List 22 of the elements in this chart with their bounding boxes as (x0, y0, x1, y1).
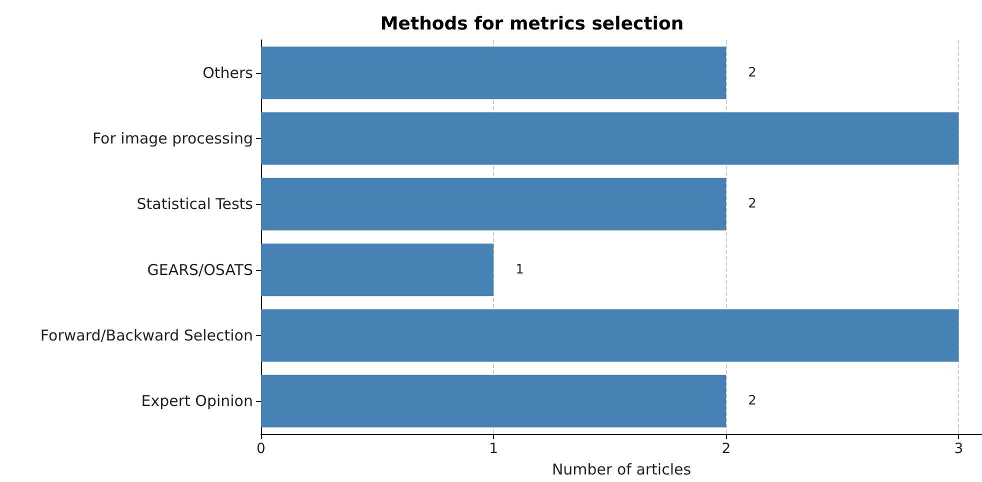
chart-title: Methods for metrics selection (380, 14, 684, 34)
bar (261, 374, 726, 428)
bar (261, 244, 494, 296)
y-tick-label: Statistical Tests (136, 195, 254, 214)
y-tick-label: For image processing (92, 130, 253, 148)
y-tick-label: GEARS/OSATS (147, 260, 253, 279)
x-tick-label: 2 (722, 441, 731, 457)
y-tick-label: Forward/Backward Selection (40, 326, 253, 344)
bar (261, 178, 726, 230)
data-label: 2 (748, 65, 756, 80)
x-tick-label: 1 (489, 441, 498, 457)
bar (261, 309, 959, 362)
y-tick-label: Others (202, 64, 254, 82)
data-label: 1 (516, 262, 524, 278)
x-tick-label: 0 (256, 441, 266, 457)
bar (261, 46, 726, 100)
y-tick-label: Expert Opinion (141, 392, 253, 410)
data-label: 2 (748, 196, 756, 212)
data-label: 2 (748, 394, 756, 409)
x-axis-title: Number of articles (552, 460, 692, 478)
x-tick-label: 3 (954, 441, 964, 457)
bar (261, 112, 959, 165)
